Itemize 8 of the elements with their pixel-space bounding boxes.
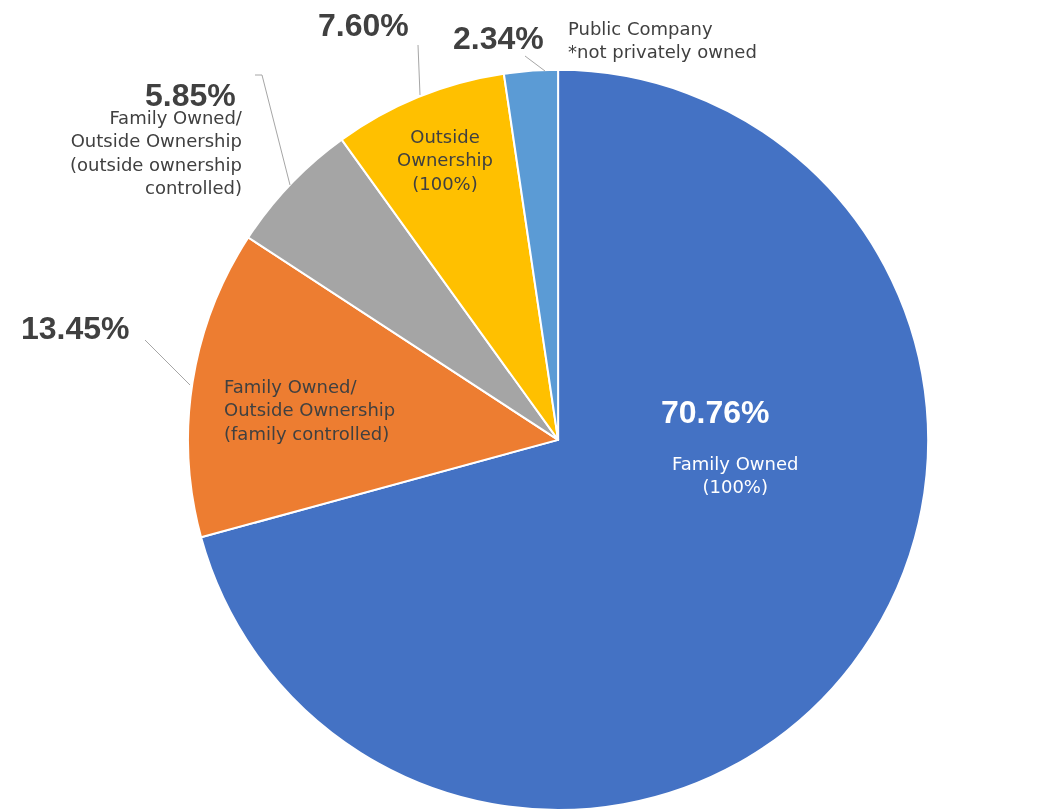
data-label: 7.60% [318, 7, 409, 43]
data-label: 2.34% [453, 20, 544, 56]
slice-label: Family Owned (100%) [672, 453, 799, 498]
data-label: 70.76% [661, 394, 770, 430]
slice-label: Family Owned/ Outside Ownership (family controlled) [224, 376, 396, 444]
slice-label: Public Company *not privately owned [568, 18, 757, 63]
data-label: 13.45% [21, 310, 130, 346]
slice-label: Outside Ownership (100%) [397, 126, 493, 194]
